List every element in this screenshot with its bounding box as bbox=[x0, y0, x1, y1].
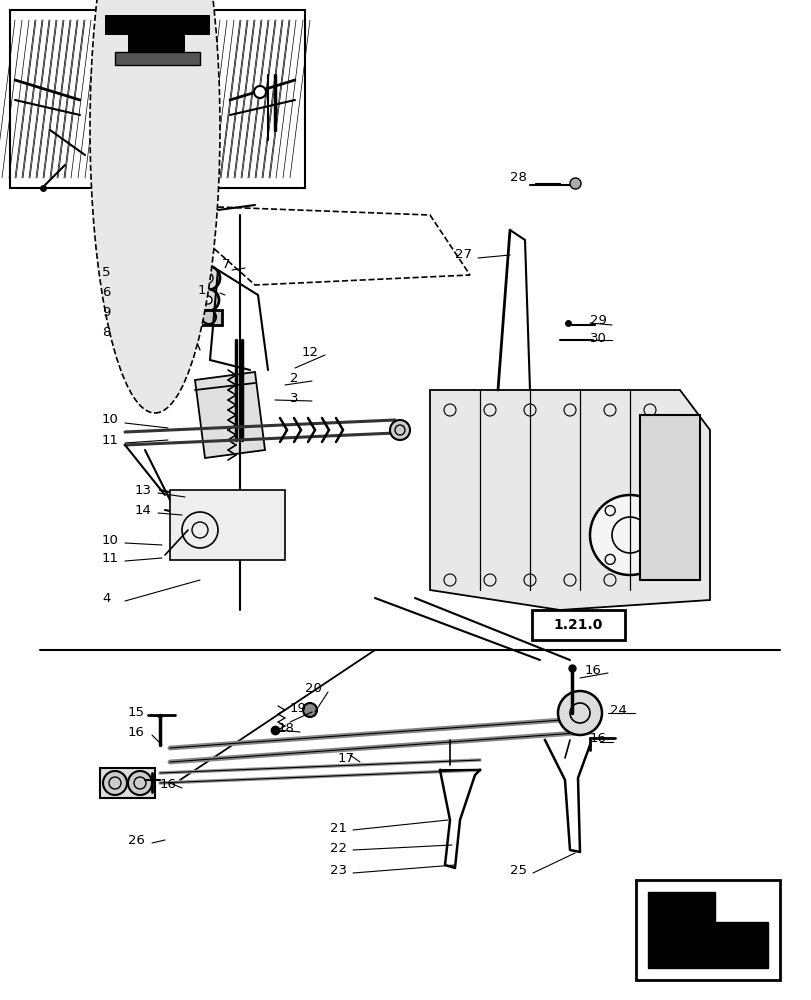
Text: 11: 11 bbox=[102, 552, 119, 564]
Bar bbox=[105, 15, 210, 35]
Bar bbox=[100, 768, 155, 798]
Bar bbox=[169, 490, 285, 560]
Text: 30: 30 bbox=[590, 332, 606, 345]
Ellipse shape bbox=[590, 495, 669, 575]
Bar bbox=[195, 310, 221, 325]
Ellipse shape bbox=[303, 703, 316, 717]
Text: 23: 23 bbox=[329, 863, 346, 876]
Text: 16: 16 bbox=[584, 664, 601, 677]
Bar bbox=[115, 52, 200, 65]
Text: 13: 13 bbox=[135, 484, 152, 496]
Bar bbox=[531, 610, 624, 640]
Bar bbox=[128, 35, 185, 52]
Polygon shape bbox=[430, 390, 709, 610]
Text: 15: 15 bbox=[128, 706, 145, 718]
Ellipse shape bbox=[203, 273, 212, 283]
Text: 17: 17 bbox=[337, 752, 354, 764]
Ellipse shape bbox=[195, 266, 220, 290]
Text: 19: 19 bbox=[290, 702, 307, 714]
Text: 4: 4 bbox=[102, 591, 110, 604]
Text: 10: 10 bbox=[102, 413, 118, 426]
Text: 6: 6 bbox=[102, 286, 110, 298]
Text: 18: 18 bbox=[277, 722, 294, 734]
Text: 11: 11 bbox=[102, 434, 119, 446]
Ellipse shape bbox=[204, 296, 212, 304]
Text: 3: 3 bbox=[290, 391, 298, 404]
Text: 21: 21 bbox=[329, 822, 346, 834]
Ellipse shape bbox=[103, 771, 127, 795]
Text: 25: 25 bbox=[509, 863, 526, 876]
Polygon shape bbox=[195, 372, 264, 458]
Text: 22: 22 bbox=[329, 841, 346, 854]
Text: 27: 27 bbox=[454, 248, 471, 261]
Text: 16: 16 bbox=[160, 778, 177, 790]
Bar bbox=[635, 880, 779, 980]
Text: 28: 28 bbox=[509, 171, 526, 184]
Text: 1.21.0: 1.21.0 bbox=[553, 618, 603, 632]
Text: 2: 2 bbox=[290, 371, 298, 384]
Ellipse shape bbox=[389, 420, 410, 440]
Text: 16: 16 bbox=[590, 732, 606, 744]
Text: 14: 14 bbox=[135, 504, 152, 516]
Text: 5: 5 bbox=[102, 265, 110, 278]
Text: 20: 20 bbox=[305, 682, 321, 694]
Ellipse shape bbox=[90, 0, 220, 413]
Text: 16: 16 bbox=[128, 726, 144, 738]
Ellipse shape bbox=[254, 86, 266, 98]
Ellipse shape bbox=[557, 691, 601, 735]
Bar bbox=[639, 415, 699, 580]
Text: 12: 12 bbox=[302, 346, 319, 359]
Text: 24: 24 bbox=[609, 704, 626, 716]
Text: 26: 26 bbox=[128, 833, 144, 846]
Text: 29: 29 bbox=[590, 314, 606, 327]
Bar bbox=[10, 10, 305, 188]
Text: 7: 7 bbox=[221, 257, 230, 270]
Text: 1: 1 bbox=[198, 284, 206, 296]
Ellipse shape bbox=[197, 289, 219, 311]
Text: 8: 8 bbox=[102, 326, 110, 339]
Ellipse shape bbox=[128, 771, 152, 795]
Polygon shape bbox=[647, 892, 767, 968]
Text: 9: 9 bbox=[102, 306, 110, 318]
Text: 10: 10 bbox=[102, 534, 118, 546]
